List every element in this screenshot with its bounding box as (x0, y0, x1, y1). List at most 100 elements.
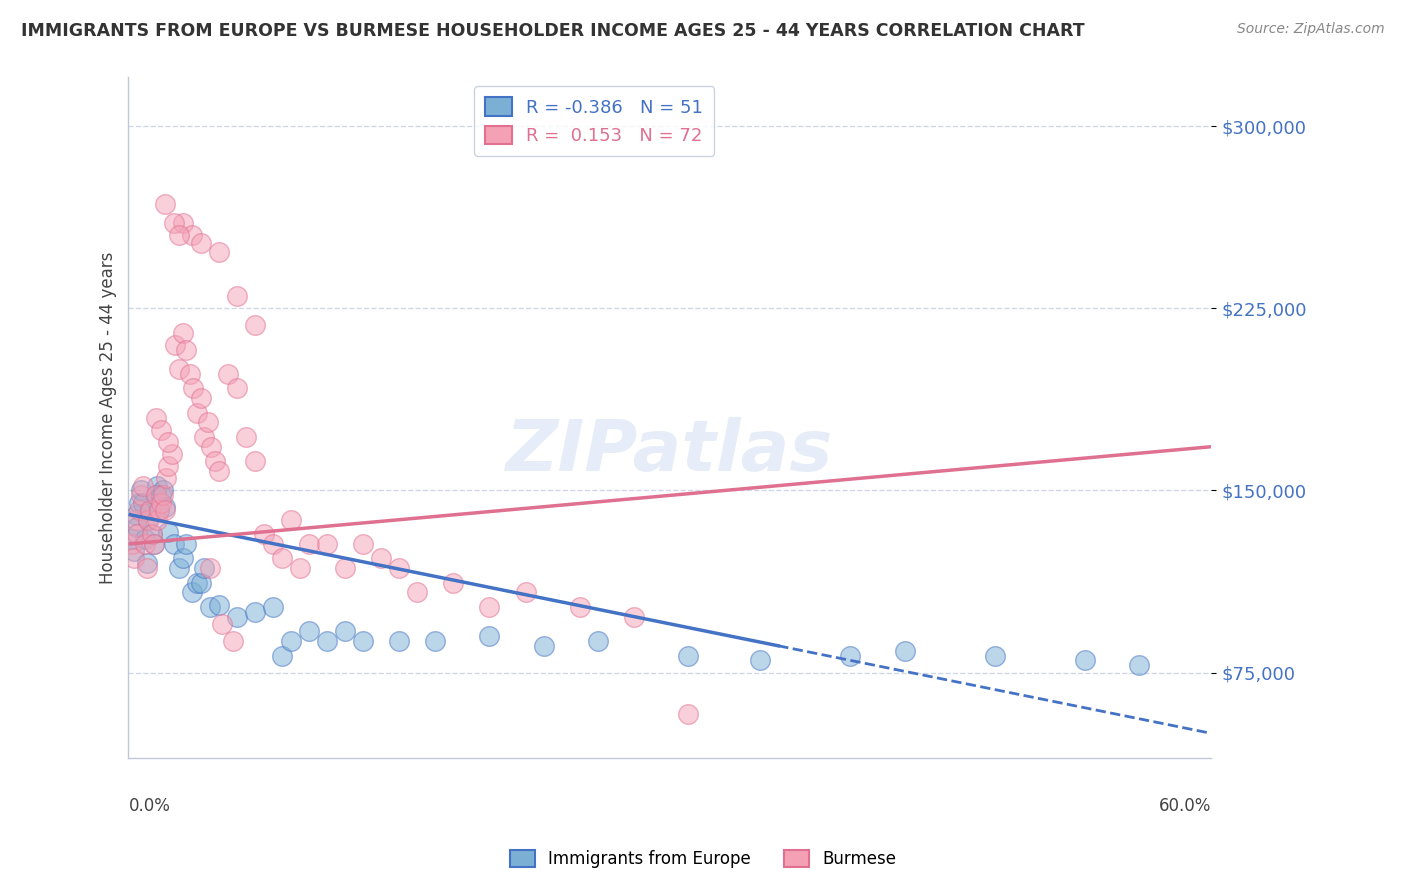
Point (167, 228, 190, 243)
Point (280, 634, 302, 648)
Point (121, 537, 143, 551)
Point (839, 648, 862, 663)
Point (172, 216, 194, 230)
Point (197, 416, 219, 430)
Y-axis label: Householder Income Ages 25 - 44 years: Householder Income Ages 25 - 44 years (100, 252, 117, 583)
Point (217, 367, 239, 381)
Point (122, 551, 145, 566)
Point (157, 434, 180, 449)
Point (180, 228, 202, 243)
Point (132, 495, 155, 509)
Point (225, 289, 247, 303)
Point (893, 644, 915, 658)
Point (676, 648, 699, 663)
Legend: Immigrants from Europe, Burmese: Immigrants from Europe, Burmese (503, 843, 903, 875)
Point (198, 561, 221, 575)
Point (136, 513, 159, 527)
Point (135, 561, 157, 575)
Point (167, 362, 190, 376)
Point (132, 478, 155, 492)
Point (352, 634, 374, 648)
Point (243, 318, 266, 333)
Point (280, 513, 302, 527)
Point (134, 537, 156, 551)
Text: IMMIGRANTS FROM EUROPE VS BURMESE HOUSEHOLDER INCOME AGES 25 - 44 YEARS CORRELAT: IMMIGRANTS FROM EUROPE VS BURMESE HOUSEH… (21, 22, 1084, 40)
Point (174, 343, 197, 357)
Point (984, 648, 1007, 663)
Point (183, 381, 205, 395)
Point (333, 561, 356, 575)
Point (127, 520, 149, 534)
Point (370, 551, 392, 566)
Point (193, 561, 215, 575)
Point (676, 706, 699, 721)
Point (136, 513, 159, 527)
Point (222, 634, 245, 648)
Point (142, 537, 165, 551)
Point (139, 503, 162, 517)
Point (749, 653, 772, 667)
Point (160, 447, 183, 461)
Point (146, 513, 169, 527)
Point (568, 600, 591, 615)
Point (157, 524, 180, 539)
Point (179, 367, 201, 381)
Text: 60.0%: 60.0% (1159, 797, 1212, 814)
Point (172, 326, 194, 340)
Point (478, 629, 501, 643)
Point (155, 471, 177, 485)
Point (127, 527, 149, 541)
Point (145, 410, 167, 425)
Point (225, 381, 247, 395)
Point (128, 503, 150, 517)
Point (153, 196, 176, 211)
Point (180, 585, 202, 599)
Point (190, 575, 212, 590)
Legend: R = -0.386   N = 51, R =  0.153   N = 72: R = -0.386 N = 51, R = 0.153 N = 72 (474, 87, 714, 156)
Point (145, 488, 167, 502)
Point (148, 503, 170, 517)
Point (172, 551, 194, 566)
Point (270, 648, 292, 663)
Point (225, 609, 247, 624)
Point (128, 495, 150, 509)
Point (141, 527, 163, 541)
Point (200, 440, 222, 454)
Point (162, 537, 184, 551)
Point (204, 454, 226, 468)
Point (141, 527, 163, 541)
Point (142, 537, 165, 551)
Point (270, 551, 292, 566)
Text: ZIPatlas: ZIPatlas (506, 417, 834, 486)
Point (167, 561, 190, 575)
Point (134, 532, 156, 546)
Point (243, 605, 266, 619)
Point (190, 235, 212, 250)
Point (298, 624, 321, 639)
Point (586, 634, 609, 648)
Point (153, 503, 176, 517)
Point (316, 537, 339, 551)
Point (122, 544, 145, 558)
Point (478, 600, 501, 615)
Point (198, 600, 221, 615)
Point (157, 459, 180, 474)
Text: 0.0%: 0.0% (128, 797, 170, 814)
Point (441, 575, 464, 590)
Point (316, 634, 339, 648)
Point (149, 488, 172, 502)
Point (146, 478, 169, 492)
Point (262, 600, 284, 615)
Point (235, 430, 257, 444)
Text: Source: ZipAtlas.com: Source: ZipAtlas.com (1237, 22, 1385, 37)
Point (388, 634, 411, 648)
Point (152, 488, 174, 502)
Point (406, 585, 429, 599)
Point (129, 483, 152, 498)
Point (186, 575, 208, 590)
Point (149, 423, 172, 437)
Point (515, 585, 537, 599)
Point (121, 532, 143, 546)
Point (162, 216, 184, 230)
Point (208, 245, 231, 260)
